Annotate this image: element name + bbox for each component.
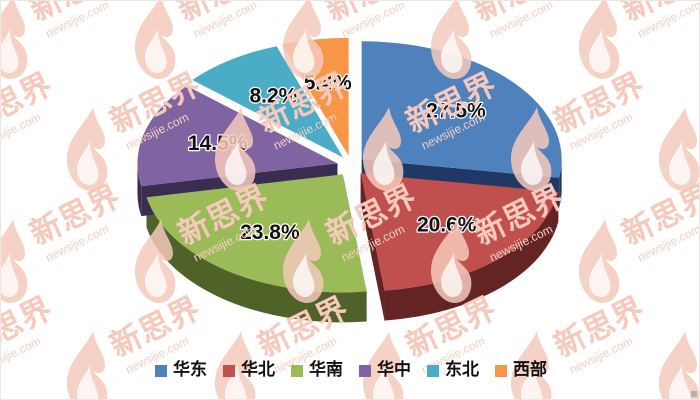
legend-label: 西部 [513, 360, 547, 380]
legend-swatch-icon [359, 364, 371, 377]
pie-slice-side [559, 159, 562, 208]
pie-chart-svg: 27.5% 20.6% 23.8% 14.5% 8.2% 5.4% [137, 37, 562, 323]
resize-handle[interactable] [691, 391, 697, 397]
legend-item-华北[interactable]: 华北 [223, 362, 275, 379]
pie-slice-cut-wall [360, 173, 385, 321]
pie-chart: 27.5% 20.6% 23.8% 14.5% 8.2% 5.4% [1, 1, 699, 346]
legend-item-东北[interactable]: 东北 [427, 362, 479, 379]
legend-label: 东北 [445, 360, 479, 380]
legend-swatch-icon [223, 364, 235, 377]
pie-slice-value-label: 8.2% [249, 84, 297, 107]
legend-swatch-icon [495, 364, 507, 377]
pie-slice-side [384, 191, 559, 321]
pie-slice-value-label: 23.8% [240, 221, 300, 244]
legend-label: 华北 [241, 360, 275, 380]
legend-label: 华东 [173, 360, 207, 380]
legend-label: 华南 [309, 360, 343, 380]
pie-slice-value-label: 14.5% [188, 132, 248, 155]
legend-swatch-icon [427, 364, 439, 377]
legend-item-华南[interactable]: 华南 [291, 362, 343, 379]
legend-item-华东[interactable]: 华东 [155, 362, 207, 379]
pie-slice-value-label: 20.6% [417, 214, 477, 237]
legend-item-华中[interactable]: 华中 [359, 362, 411, 379]
pie-slice-value-label: 5.4% [304, 71, 352, 94]
pie-slice[interactable] [192, 46, 344, 158]
legend-swatch-icon [291, 364, 303, 377]
legend-swatch-icon [155, 364, 167, 377]
pie-slice-value-label: 27.5% [426, 99, 486, 122]
pie-slice-side [137, 163, 142, 217]
legend-label: 华中 [377, 360, 411, 380]
chart-legend: 华东 华北 华南 华中 东北 西部 [1, 362, 699, 379]
legend-item-西部[interactable]: 西部 [495, 362, 547, 379]
